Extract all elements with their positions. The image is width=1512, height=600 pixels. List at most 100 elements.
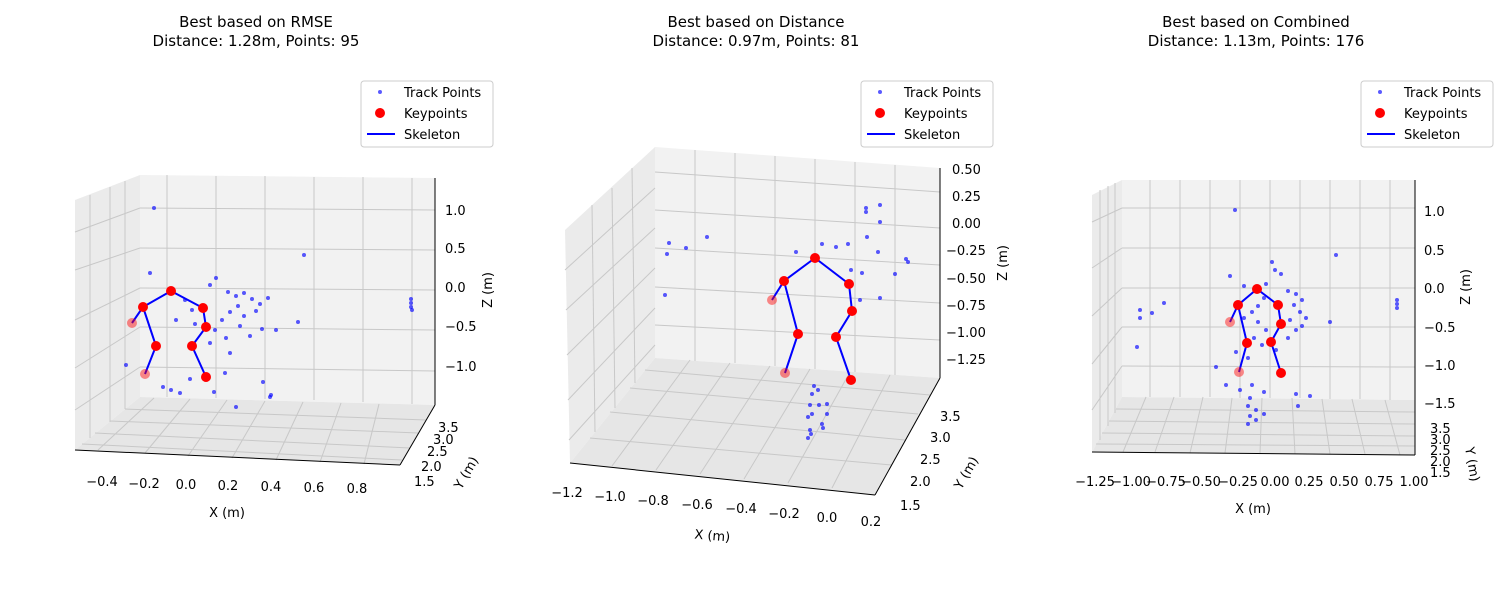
track-point (236, 304, 240, 308)
legend-label: Keypoints (904, 107, 968, 122)
track-point (1300, 324, 1304, 328)
track-point (846, 242, 850, 246)
y-tick-label: 3.0 (930, 431, 951, 446)
track-point (1242, 284, 1246, 288)
keypoint (198, 303, 208, 313)
track-point (1298, 310, 1302, 314)
track-point (1246, 422, 1250, 426)
track-point (1260, 343, 1264, 347)
y-axis-label: Y (m) (1461, 445, 1482, 483)
x-tick-label: −0.2 (768, 507, 800, 522)
y-tick-label: 2.5 (427, 445, 448, 460)
track-point (410, 308, 414, 312)
track-point (1296, 404, 1300, 408)
track-point (148, 271, 152, 275)
y-tick-label: 3.5 (1430, 422, 1451, 437)
track-point (904, 257, 908, 261)
z-tick-label: 0.0 (1424, 282, 1445, 297)
track-point (794, 250, 798, 254)
x-tick-label: −0.6 (681, 498, 713, 513)
track-point (220, 318, 224, 322)
axes-3d: −1.25 −1.00 −0.75 −0.50 −0.25 0.00 0.25 … (1075, 180, 1482, 517)
track-point (242, 291, 246, 295)
chart-title: Best based on Distance (667, 13, 844, 31)
track-point (226, 290, 230, 294)
z-ticks: 0.50 0.25 0.00 −0.25 −0.50 −0.75 −1.00 −… (946, 163, 986, 368)
legend-box (860, 80, 994, 148)
track-point (178, 391, 182, 395)
track-point (808, 428, 812, 432)
track-point (228, 351, 232, 355)
y-tick-label: 1.5 (1430, 466, 1451, 481)
x-tick-label: −1.2 (551, 486, 583, 501)
track-point (812, 384, 816, 388)
axes-3d: −1.2 −1.0 −0.8 −0.6 −0.4 −0.2 0.0 0.2 X … (551, 147, 1011, 546)
track-point (1286, 336, 1290, 340)
y-tick-label: 2.0 (910, 475, 931, 490)
chart-title: Best based on RMSE (179, 13, 333, 31)
legend-track-marker (378, 90, 382, 94)
track-point (893, 272, 897, 276)
track-point (1273, 268, 1277, 272)
back-pane (1122, 180, 1415, 400)
track-point (878, 296, 882, 300)
z-tick-label: −1.0 (445, 360, 477, 375)
track-point (1264, 328, 1268, 332)
track-point (878, 220, 882, 224)
keypoint (1242, 338, 1252, 348)
track-point (825, 402, 829, 406)
z-tick-label: −0.75 (946, 299, 986, 314)
back-pane (140, 175, 435, 405)
x-tick-label: 1.00 (1400, 475, 1429, 490)
track-point (213, 328, 217, 332)
track-point (1250, 383, 1254, 387)
track-point (684, 246, 688, 250)
track-point (876, 250, 880, 254)
track-point (810, 392, 814, 396)
keypoint (847, 306, 857, 316)
x-tick-label: 0.50 (1330, 475, 1359, 490)
x-ticks: −1.2 −1.0 −0.8 −0.6 −0.4 −0.2 0.0 0.2 (551, 486, 881, 530)
x-tick-label: −1.0 (594, 490, 626, 505)
track-point (810, 412, 814, 416)
track-point (1270, 260, 1274, 264)
floor-pane (1092, 397, 1415, 455)
z-tick-label: −0.25 (946, 244, 986, 259)
track-point (224, 336, 228, 340)
x-tick-label: −0.4 (725, 502, 757, 517)
z-tick-label: −0.50 (946, 272, 986, 287)
keypoint (1252, 284, 1262, 294)
track-point (260, 327, 264, 331)
track-point (169, 388, 173, 392)
x-tick-label: 0.6 (304, 481, 325, 496)
chart-subtitle: Distance: 0.97m, Points: 81 (653, 32, 860, 50)
track-point (268, 395, 272, 399)
legend-keypoint-marker (1375, 108, 1385, 118)
x-tick-label: −1.25 (1075, 475, 1115, 490)
chart-title: Best based on Combined (1162, 13, 1350, 31)
track-point (228, 310, 232, 314)
track-point (1228, 274, 1232, 278)
legend-label: Skeleton (1404, 128, 1460, 143)
track-point (820, 422, 824, 426)
track-point (1234, 350, 1238, 354)
y-ticks: 1.5 2.0 2.5 3.0 3.5 (414, 421, 459, 490)
track-point (1262, 390, 1266, 394)
z-tick-label: 0.50 (952, 163, 981, 178)
chart-panel-rmse: Best based on RMSE Distance: 1.28m, Poin… (74, 13, 496, 521)
keypoints (767, 253, 857, 385)
track-point (809, 432, 813, 436)
track-point (409, 297, 413, 301)
left-pane (75, 175, 140, 450)
track-point (174, 318, 178, 322)
floor-pane (75, 397, 435, 465)
x-ticks: −1.25 −1.00 −0.75 −0.50 −0.25 0.00 0.25 … (1075, 475, 1428, 490)
keypoint (844, 279, 854, 289)
y-tick-label: 3.5 (438, 421, 459, 436)
y-tick-label: 1.5 (900, 499, 921, 514)
track-point (266, 296, 270, 300)
legend-keypoint-marker (375, 108, 385, 118)
track-point (1250, 310, 1254, 314)
track-point (1252, 336, 1256, 340)
track-point (254, 309, 258, 313)
